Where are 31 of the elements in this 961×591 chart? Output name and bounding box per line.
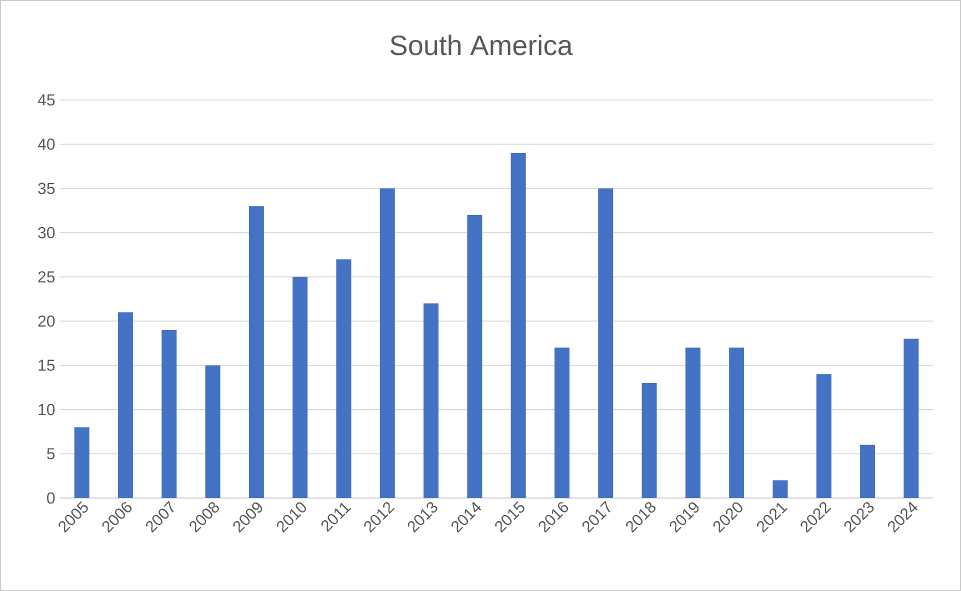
bar	[336, 259, 352, 498]
bar	[685, 348, 700, 498]
bar	[860, 444, 876, 498]
y-tick-label: 35	[38, 182, 55, 194]
bar	[162, 330, 177, 498]
bar	[74, 427, 90, 498]
bar	[598, 188, 614, 498]
bar	[772, 480, 788, 498]
bar	[467, 214, 482, 498]
bar	[118, 312, 133, 498]
bar	[292, 276, 308, 498]
bar	[248, 206, 264, 498]
y-tick-label: 25	[38, 271, 55, 283]
bar	[424, 303, 439, 498]
bar	[554, 348, 570, 498]
bar	[642, 383, 657, 498]
y-tick-label: 10	[38, 404, 55, 416]
y-tick-label: 0	[47, 492, 55, 504]
bar	[205, 365, 220, 498]
y-tick-label: 20	[38, 315, 55, 327]
bar	[904, 338, 919, 498]
bar	[380, 188, 395, 498]
chart-title: South America	[390, 34, 573, 56]
y-tick-label: 40	[38, 138, 55, 150]
y-tick-label: 15	[38, 360, 55, 371]
bar	[510, 153, 526, 498]
y-tick-label: 45	[38, 94, 55, 106]
bar	[816, 374, 832, 498]
y-tick-label: 5	[47, 448, 55, 460]
bar	[729, 348, 744, 498]
y-tick-label: 30	[38, 226, 55, 238]
